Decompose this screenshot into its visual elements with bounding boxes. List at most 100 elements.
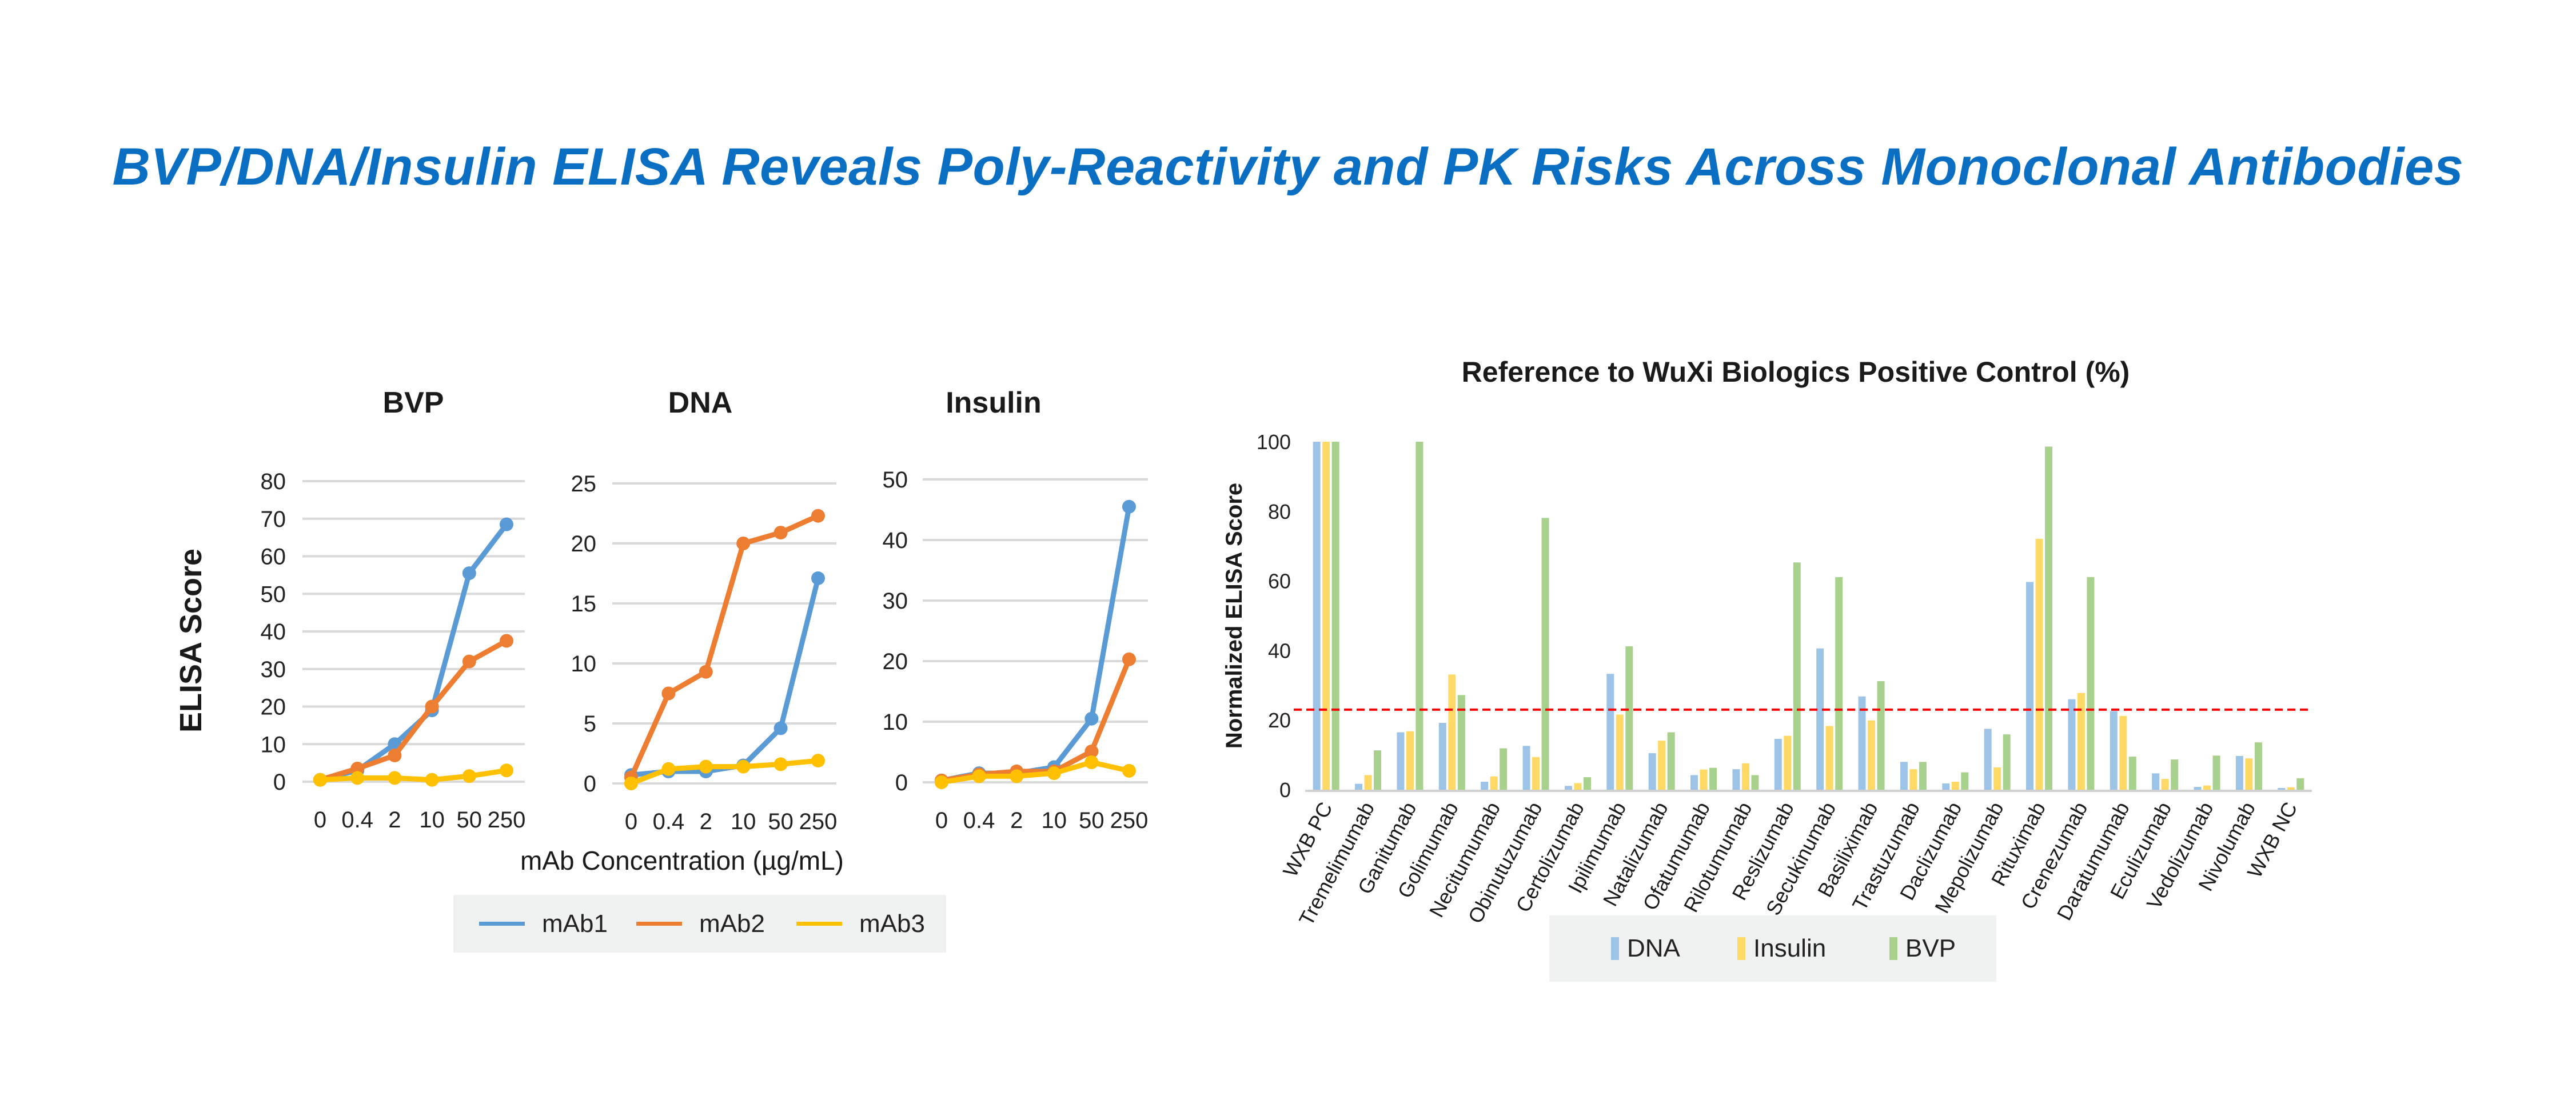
data-point-mab3 (1084, 755, 1099, 770)
bar-bvp (1374, 750, 1382, 790)
x-tick-label: 0 (935, 808, 948, 833)
data-point-mab2 (661, 686, 676, 701)
data-point-mab1 (500, 517, 513, 531)
bar-insulin (1951, 781, 1959, 790)
y-tick-label: 80 (1268, 500, 1291, 523)
data-point-mab3 (1010, 769, 1024, 783)
bar-insulin (1574, 783, 1582, 790)
series-line-mab2 (628, 513, 819, 779)
x-tick-label: 10 (731, 809, 756, 834)
bar-bvp (1961, 772, 1969, 790)
chart-title: BVP (383, 386, 444, 419)
data-point-mab2 (350, 761, 365, 775)
x-axis-label: mAb Concentration (µg/mL) (520, 846, 844, 875)
x-tick-label: 10 (1042, 808, 1067, 833)
bar-dna (1355, 783, 1363, 790)
bar-bvp (1500, 748, 1508, 790)
bar-dna (1690, 775, 1698, 790)
bar-bvp (1751, 775, 1759, 790)
data-point-mab1 (462, 566, 476, 581)
legend-item-mab1: mAb1 (479, 895, 608, 953)
data-point-mab3 (313, 773, 327, 787)
data-point-mab1 (1122, 499, 1136, 514)
bar-dna (1732, 769, 1740, 790)
data-point-mab3 (661, 762, 676, 776)
x-tick-label: 10 (419, 807, 445, 833)
data-point-mab2 (699, 665, 713, 679)
bar-dna (2068, 699, 2076, 790)
bar-dna (1397, 732, 1405, 790)
legend-swatch (1737, 937, 1745, 960)
data-point-mab3 (811, 754, 825, 768)
bar-bvp (1331, 442, 1339, 790)
bar-bvp (2003, 734, 2011, 790)
legend-item-bvp: BVP (1889, 915, 1956, 982)
y-tick-label: 40 (1268, 639, 1291, 662)
bar-insulin (2077, 693, 2085, 790)
bar-insulin (1616, 714, 1624, 790)
chart-title: Insulin (946, 386, 1042, 419)
data-point-mab3 (773, 757, 788, 771)
x-tick-label: 0 (625, 809, 637, 834)
x-tick-label: 250 (1110, 808, 1149, 833)
data-point-mab3 (425, 773, 439, 787)
x-tick-label: 2 (388, 807, 401, 833)
legend-item-mab3: mAb3 (796, 895, 925, 953)
y-tick-label: 10 (883, 710, 908, 735)
data-point-mab1 (1084, 711, 1099, 726)
y-tick-label: 50 (883, 467, 908, 493)
bar-insulin (2203, 785, 2211, 790)
bar-insulin (1825, 726, 1833, 790)
data-point-mab3 (1122, 763, 1136, 778)
data-point-mab3 (462, 769, 476, 783)
bar-dna (1774, 739, 1782, 790)
bar-dna (2152, 773, 2160, 790)
legend-label: mAb2 (699, 909, 765, 938)
y-axis-label: ELISA Score (174, 549, 208, 733)
data-point-mab3 (972, 769, 986, 783)
x-tick-label: 0.4 (653, 809, 685, 834)
bar-insulin (1364, 775, 1372, 790)
y-tick-label: 80 (261, 469, 286, 494)
bar-bvp (1457, 695, 1465, 790)
data-point-mab1 (811, 571, 825, 585)
x-tick-label: 0.4 (341, 807, 373, 833)
series-line-mab1 (319, 522, 509, 783)
bar-chart-legend: DNA Insulin BVP (1549, 915, 1996, 982)
legend-item-mab2: mAb2 (636, 895, 765, 953)
y-tick-label: 30 (883, 589, 908, 614)
series-line-mab3 (630, 758, 819, 786)
bar-insulin (2245, 758, 2253, 790)
x-tick-label: 50 (457, 807, 482, 833)
series-line-mab3 (941, 759, 1130, 785)
data-point-mab3 (736, 759, 751, 774)
legend-line-swatch (479, 922, 525, 926)
y-tick-label: 15 (571, 591, 597, 617)
bar-insulin (1868, 720, 1876, 790)
series-line-mab2 (319, 638, 508, 783)
data-point-mab2 (736, 537, 751, 550)
x-tick-label: 250 (799, 809, 838, 834)
bar-dna (2026, 582, 2034, 790)
data-point-mab2 (462, 654, 476, 669)
bar-bvp (1919, 762, 1927, 790)
y-tick-label: 0 (895, 770, 908, 795)
y-tick-label: 20 (261, 695, 286, 720)
bar-insulin (1784, 735, 1792, 790)
bar-dna (1816, 648, 1824, 790)
bar-bvp (1877, 681, 1885, 790)
bar-insulin (1993, 767, 2001, 790)
data-point-mab2 (1122, 652, 1136, 666)
bar-bvp (2254, 742, 2262, 790)
bar-insulin (2287, 787, 2295, 790)
x-tick-label: 50 (768, 809, 793, 834)
bar-insulin (2119, 715, 2127, 790)
y-tick-label: 40 (883, 528, 908, 553)
bar-bvp (2128, 757, 2136, 790)
data-point-mab2 (1084, 744, 1099, 758)
data-point-mab3 (350, 771, 365, 785)
bar-bvp (1793, 562, 1801, 790)
legend-item-insulin: Insulin (1737, 915, 1826, 982)
bar-bvp (1709, 767, 1717, 790)
